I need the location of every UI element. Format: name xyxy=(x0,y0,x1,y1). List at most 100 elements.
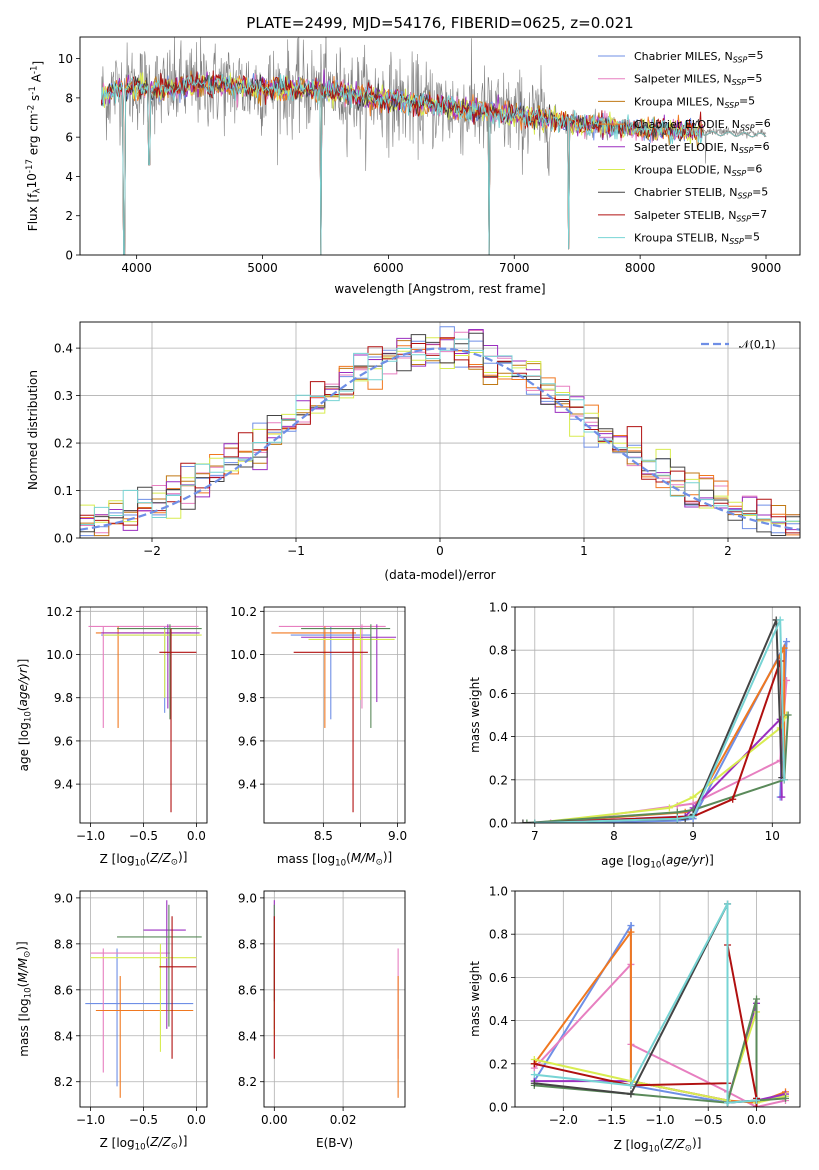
plot-area xyxy=(100,37,767,255)
legend-label: 𝒩(0,1) xyxy=(739,338,776,351)
y-tick-label: 1.0 xyxy=(489,885,508,899)
point-marker xyxy=(689,813,697,821)
y-tick-label: 10.2 xyxy=(46,605,73,619)
axes-frame xyxy=(79,36,801,256)
x-tick-label: −2 xyxy=(143,544,161,558)
y-tick-label: 8 xyxy=(65,91,73,105)
y-axis-label: mass [log10(M/M⊙)] xyxy=(15,941,34,1056)
x-tick-label: 9000 xyxy=(751,261,782,275)
mass-vs-metallicity-axes: −1.0 −0.5 0.0 8.2 8.4 8.6 8.8 9.0 Z [log10(Z/Z⊙)… xyxy=(15,890,208,1153)
y-tick-label: 9.4 xyxy=(54,778,73,792)
y-tick-label: 0.6 xyxy=(489,687,508,701)
point-marker xyxy=(784,711,792,719)
x-tick-label: 0.0 xyxy=(187,1113,206,1127)
x-tick-label: 0.0 xyxy=(747,1113,766,1127)
y-tick-label: 6 xyxy=(65,131,73,145)
point-marker xyxy=(729,795,737,803)
point-marker xyxy=(673,808,681,816)
legend-label: Chabrier STELIB, NSSP=5 xyxy=(634,185,768,200)
point-marker xyxy=(753,1103,761,1107)
y-tick-label: 10.2 xyxy=(230,605,257,619)
histogram-series xyxy=(80,337,800,534)
chart-title: PLATE=2499, MJD=54176, FIBERID=0625, z=0… xyxy=(246,14,633,32)
x-tick-label: −1 xyxy=(287,544,305,558)
histogram-series xyxy=(80,338,800,525)
x-axis-label: mass [log10(M/M⊙)] xyxy=(277,850,392,869)
legend-label: Chabrier ELODIE, NSSP=6 xyxy=(634,117,771,132)
mass-weight-line xyxy=(526,714,790,823)
y-tick-label: 8.2 xyxy=(54,1075,73,1089)
y-axis-label: age [log10(age/yr)] xyxy=(16,659,34,772)
y-tick-label: 1.0 xyxy=(489,601,508,615)
model-line xyxy=(100,70,767,255)
y-tick-label: 9.8 xyxy=(54,691,73,705)
x-tick-label: −1.0 xyxy=(76,1113,105,1127)
point-marker xyxy=(627,1081,635,1089)
x-tick-label: 4000 xyxy=(121,261,152,275)
plot-area xyxy=(264,891,405,1107)
x-axis-label: wavelength [Angstrom, rest frame] xyxy=(334,282,545,296)
y-tick-label: 0.4 xyxy=(489,1014,508,1028)
point-marker xyxy=(530,1079,538,1087)
legend-label: Kroupa STELIB, NSSP=5 xyxy=(634,231,760,246)
point-marker xyxy=(778,793,786,801)
point-marker xyxy=(783,638,791,646)
point-marker xyxy=(627,922,635,930)
plot-area xyxy=(515,607,800,823)
mass-weight-vs-metallicity-axes: −2.0 −1.5 −1.0 −0.5 0.0 0.0 0.2 0.4 0.6 0.8 1.0 Z [… xyxy=(468,885,801,1155)
y-axis-label: Flux [fλ10-17 erg cm-2 s-1 A-1] xyxy=(25,61,45,231)
x-axis-label: Z [log10(Z/Z⊙)] xyxy=(100,850,188,869)
y-axis-label: mass weight xyxy=(468,677,482,753)
x-tick-label: 0.0 xyxy=(187,829,206,843)
axes-frame xyxy=(79,321,801,539)
y-tick-label: 9.6 xyxy=(238,734,257,748)
axes-frame xyxy=(79,606,208,824)
y-tick-label: 0.0 xyxy=(54,532,73,546)
point-marker xyxy=(780,776,788,784)
y-tick-label: 9.4 xyxy=(238,778,257,792)
y-tick-label: 8.8 xyxy=(54,937,73,951)
x-tick-label: −1.0 xyxy=(76,829,105,843)
y-tick-label: 9.0 xyxy=(54,891,73,905)
x-tick-label: −1.5 xyxy=(597,1113,626,1127)
axes-frame xyxy=(514,890,801,1108)
point-marker xyxy=(627,928,635,936)
x-tick-label: −1.0 xyxy=(645,1113,674,1127)
x-tick-label: 0.00 xyxy=(261,1113,288,1127)
residual-histogram-axes: −2 −1 0 1 2 0.0 0.1 0.2 0.3 0.4 (data-model)/error… xyxy=(26,321,801,582)
plot-area xyxy=(80,607,207,823)
mass-weight-line xyxy=(534,660,786,823)
x-tick-label: 8.5 xyxy=(314,829,333,843)
model-line xyxy=(100,74,767,255)
x-tick-label: −0.5 xyxy=(694,1113,723,1127)
y-tick-label: 0.1 xyxy=(54,484,73,498)
legend-label: Kroupa ELODIE, NSSP=6 xyxy=(634,163,762,178)
axes-frame xyxy=(79,890,208,1108)
x-tick-label: −2.0 xyxy=(549,1113,578,1127)
axes-frame xyxy=(263,606,406,824)
point-marker xyxy=(724,900,732,908)
plot-area xyxy=(80,891,207,1107)
plot-area xyxy=(515,891,800,1107)
x-tick-label: 10 xyxy=(765,829,780,843)
y-tick-label: 0.0 xyxy=(489,1101,508,1115)
y-tick-label: 0 xyxy=(65,249,73,263)
point-marker xyxy=(665,804,673,812)
x-tick-label: 0.02 xyxy=(330,1113,357,1127)
y-tick-label: 8.4 xyxy=(54,1029,73,1043)
y-tick-label: 4 xyxy=(65,170,73,184)
y-tick-label: 0.3 xyxy=(54,389,73,403)
mass-weight-line xyxy=(534,1011,786,1104)
y-tick-label: 8.6 xyxy=(54,983,73,997)
plot-area xyxy=(264,607,405,823)
point-marker xyxy=(519,819,527,823)
y-tick-label: 9.8 xyxy=(238,691,257,705)
x-tick-label: 6000 xyxy=(373,261,404,275)
y-tick-label: 9.6 xyxy=(54,734,73,748)
x-axis-label: age [log10(age/yr)] xyxy=(601,853,714,871)
y-tick-label: 0.2 xyxy=(489,773,508,787)
x-tick-label: −0.5 xyxy=(129,829,158,843)
x-tick-label: 5000 xyxy=(247,261,278,275)
y-tick-label: 10 xyxy=(58,52,73,66)
